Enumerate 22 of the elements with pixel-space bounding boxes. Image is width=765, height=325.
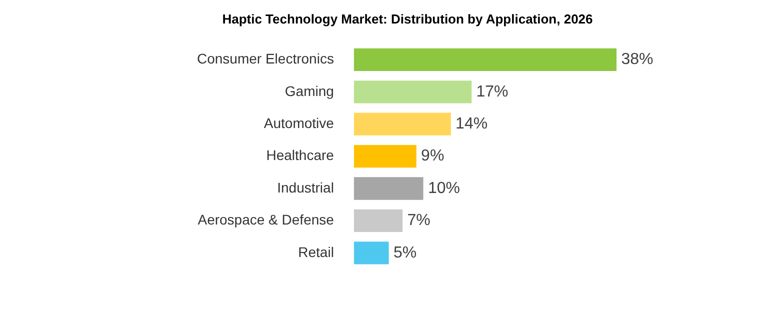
data-label: 14% (456, 116, 488, 133)
bar (354, 242, 389, 264)
data-label: 38% (621, 51, 654, 68)
y-tick-label: Automotive (264, 114, 334, 131)
bar (354, 48, 617, 72)
bar (354, 209, 403, 232)
y-tick-label: Consumer Electronics (197, 50, 334, 67)
data-label: 9% (421, 148, 444, 165)
y-tick-label: Industrial (277, 179, 334, 196)
y-tick-label: Retail (298, 244, 334, 260)
bar (354, 112, 451, 136)
data-label: 5% (393, 244, 417, 262)
data-label: 10% (428, 180, 460, 197)
y-tick-label: Gaming (284, 82, 334, 99)
y-tick-label: Healthcare (266, 147, 334, 164)
y-tick-label: Aerospace & Defense (198, 212, 334, 228)
bar (354, 80, 472, 104)
data-label: 17% (476, 83, 508, 100)
chart-title: Haptic Technology Market: Distribution by Application, 2026 (222, 11, 593, 26)
data-label: 7% (407, 212, 430, 230)
bar (354, 144, 416, 168)
bar (354, 177, 424, 200)
